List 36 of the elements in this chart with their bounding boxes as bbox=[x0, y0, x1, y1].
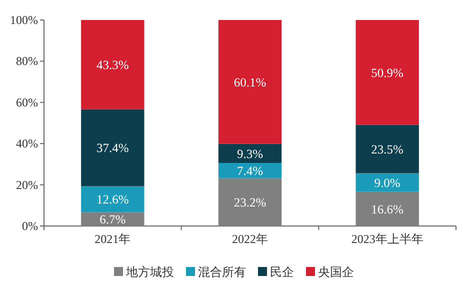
y-tick-label: 20% bbox=[16, 178, 38, 192]
bar bbox=[356, 173, 419, 192]
y-tick-label: 100% bbox=[10, 13, 38, 27]
bar bbox=[81, 186, 144, 212]
x-tick-label: 2022年 bbox=[232, 232, 268, 246]
bar bbox=[218, 144, 282, 163]
x-tick-label: 2021年 bbox=[94, 232, 131, 246]
data-label: 43.3% bbox=[96, 58, 129, 72]
data-label: 37.4% bbox=[96, 141, 129, 156]
bar bbox=[81, 212, 144, 226]
legend-label: 民企 bbox=[270, 265, 294, 279]
bar bbox=[218, 178, 282, 226]
data-label: 9.0% bbox=[374, 176, 400, 190]
legend-label: 混合所有 bbox=[198, 265, 246, 279]
data-label: 50.9% bbox=[371, 66, 404, 80]
data-label: 23.5% bbox=[371, 142, 404, 157]
y-tick-label: 80% bbox=[16, 54, 38, 68]
data-label: 23.2% bbox=[234, 196, 266, 210]
data-label: 7.4% bbox=[236, 164, 264, 178]
y-tick-label: 60% bbox=[16, 95, 38, 110]
bar bbox=[81, 109, 144, 186]
x-tick-label: 2023年上半年 bbox=[351, 232, 424, 246]
bar bbox=[356, 192, 419, 226]
data-label: 16.6% bbox=[371, 202, 404, 216]
bar bbox=[218, 20, 282, 144]
legend-label: 央国企 bbox=[318, 265, 354, 279]
bar bbox=[356, 124, 419, 174]
bar bbox=[81, 20, 144, 110]
y-tick-label: 0% bbox=[22, 219, 38, 233]
data-label: 12.6% bbox=[96, 192, 129, 207]
data-label: 6.7% bbox=[100, 212, 126, 227]
legend-label: 地方城投 bbox=[125, 265, 174, 279]
y-tick-label: 40% bbox=[16, 136, 38, 151]
data-label: 9.3% bbox=[236, 146, 264, 161]
bar bbox=[356, 20, 419, 125]
data-label: 60.1% bbox=[234, 75, 266, 90]
